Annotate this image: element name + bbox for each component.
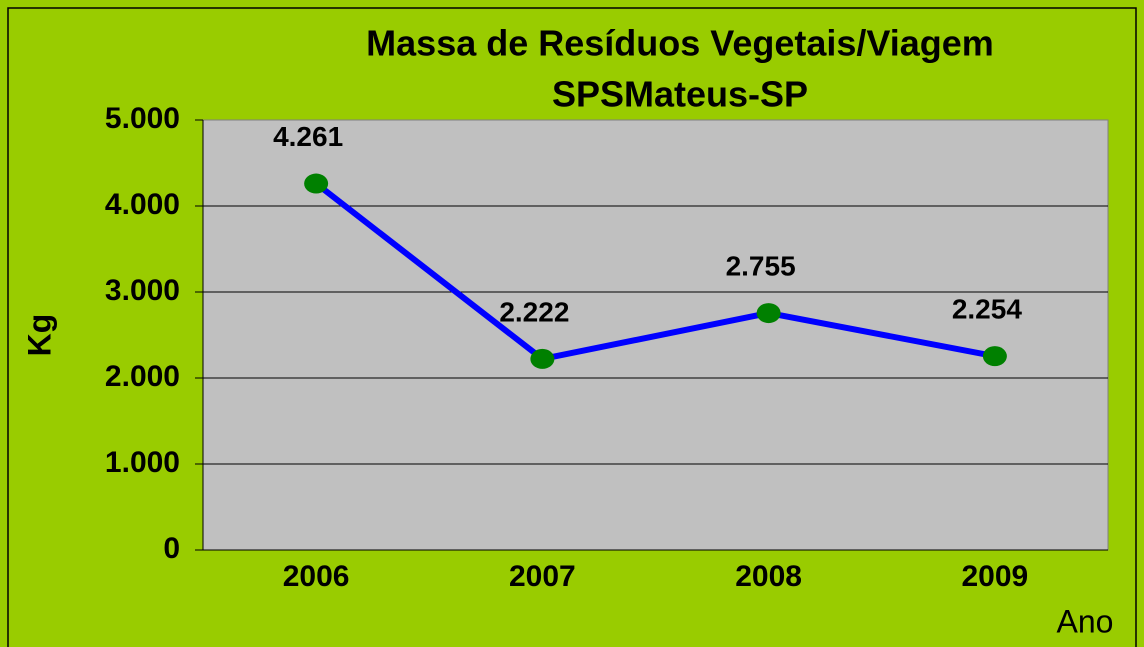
frame bbox=[7, 7, 1137, 647]
line bbox=[314, 181, 996, 363]
y-tick-label: 2.000 bbox=[105, 360, 180, 393]
y-tick-label: 1.000 bbox=[105, 446, 180, 479]
chart-title: Massa de Resíduos Vegetais/Viagem bbox=[366, 23, 994, 64]
data-label: 4.261 bbox=[273, 121, 343, 152]
x-tick-label: 2006 bbox=[283, 560, 350, 593]
x-tick-label: 2008 bbox=[735, 560, 802, 593]
marker bbox=[530, 348, 555, 369]
y-tick-label: 5.000 bbox=[105, 102, 180, 135]
y-tick-label: 0 bbox=[163, 532, 180, 565]
chart-title: SPSMateus-SP bbox=[552, 74, 808, 115]
x-axis-label: Ano bbox=[1057, 603, 1114, 639]
x-tick-label: 2009 bbox=[962, 560, 1029, 593]
x-tick-label: 2007 bbox=[509, 560, 576, 593]
data-label: 2.254 bbox=[952, 294, 1022, 325]
marker bbox=[982, 346, 1007, 367]
marker bbox=[304, 173, 329, 194]
data-label: 2.755 bbox=[726, 250, 796, 281]
data-label: 2.222 bbox=[499, 296, 569, 327]
marker bbox=[756, 303, 781, 324]
y-tick-label: 4.000 bbox=[105, 188, 180, 221]
y-tick-label: 3.000 bbox=[105, 274, 180, 307]
y-axis-label: Kg bbox=[21, 314, 57, 357]
